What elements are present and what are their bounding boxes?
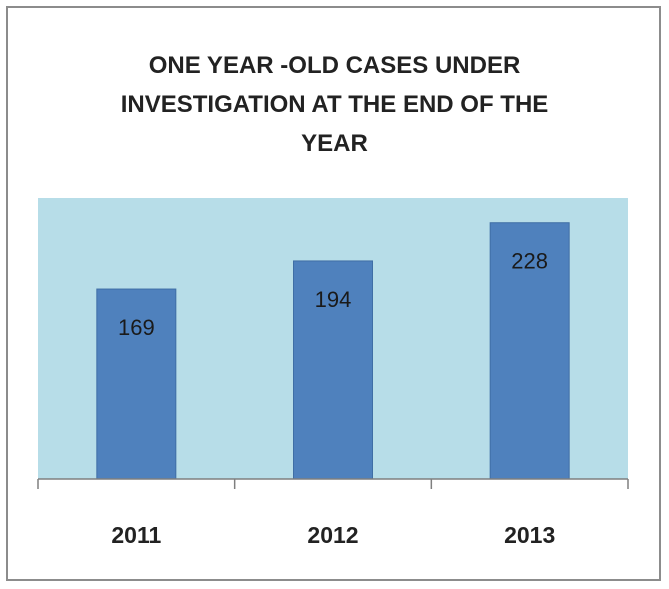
x-tick-label-2013: 2013 bbox=[504, 522, 555, 548]
data-label-2013: 228 bbox=[511, 249, 548, 274]
chart-title-line-3: YEAR bbox=[301, 130, 368, 157]
bars-group bbox=[96, 222, 570, 480]
x-axis-ticks bbox=[37, 479, 629, 489]
chart-title-line-1: ONE YEAR -OLD CASES UNDER bbox=[148, 52, 521, 79]
x-axis-tick-labels: 2011 2012 2013 bbox=[111, 522, 555, 548]
data-label-2012: 194 bbox=[315, 287, 352, 312]
bar-2012 bbox=[293, 260, 373, 480]
bar-2011 bbox=[96, 288, 177, 480]
chart-title-line-2: INVESTIGATION AT THE END OF THE bbox=[120, 91, 549, 118]
data-labels-group: 169 194 228 bbox=[118, 249, 548, 340]
bar-2013 bbox=[489, 222, 570, 480]
x-tick-label-2011: 2011 bbox=[111, 522, 161, 548]
data-label-2011: 169 bbox=[118, 315, 155, 340]
x-tick-label-2012: 2012 bbox=[307, 522, 358, 548]
chart-title: ONE YEAR -OLD CASES UNDER INVESTIGATION … bbox=[0, 46, 669, 163]
